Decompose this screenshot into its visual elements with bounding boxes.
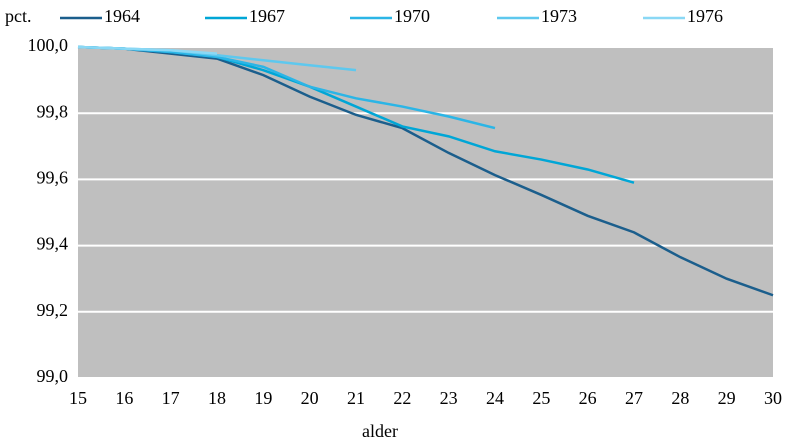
- x-tick-label: 25: [532, 388, 550, 408]
- x-tick-label: 21: [347, 388, 365, 408]
- series-line: [77, 45, 774, 297]
- y-tick-label: 99,0: [37, 366, 69, 386]
- plot-area: [78, 47, 773, 378]
- y-tick-label: 99,6: [37, 168, 69, 188]
- x-tick-label: 18: [208, 388, 226, 408]
- x-tick-label: 22: [393, 388, 411, 408]
- legend-label: 1973: [541, 6, 577, 26]
- x-tick-label: 30: [764, 388, 782, 408]
- x-tick-label: 20: [301, 388, 319, 408]
- series-line: [77, 45, 218, 55]
- legend-label: 1976: [687, 6, 723, 26]
- x-tick-label: 27: [625, 388, 643, 408]
- x-tick-label: 15: [69, 388, 87, 408]
- y-tick-label: 99,8: [37, 101, 69, 121]
- x-tick-label: 28: [671, 388, 689, 408]
- legend-label: 1964: [104, 6, 140, 26]
- y-axis-label: pct.: [5, 6, 32, 26]
- legend-label: 1970: [394, 6, 430, 26]
- legend-label: 1967: [249, 6, 285, 26]
- x-axis-label: alder: [362, 421, 398, 441]
- x-tick-label: 24: [486, 388, 504, 408]
- x-tick-label: 23: [440, 388, 458, 408]
- x-tick-label: 19: [254, 388, 272, 408]
- x-tick-label: 16: [115, 388, 133, 408]
- x-tick-label: 17: [162, 388, 180, 408]
- y-tick-label: 99,2: [37, 300, 69, 320]
- x-tick-label: 29: [718, 388, 736, 408]
- y-tick-label: 99,4: [37, 234, 69, 254]
- x-tick-label: 26: [579, 388, 597, 408]
- y-tick-label: 100,0: [28, 35, 69, 55]
